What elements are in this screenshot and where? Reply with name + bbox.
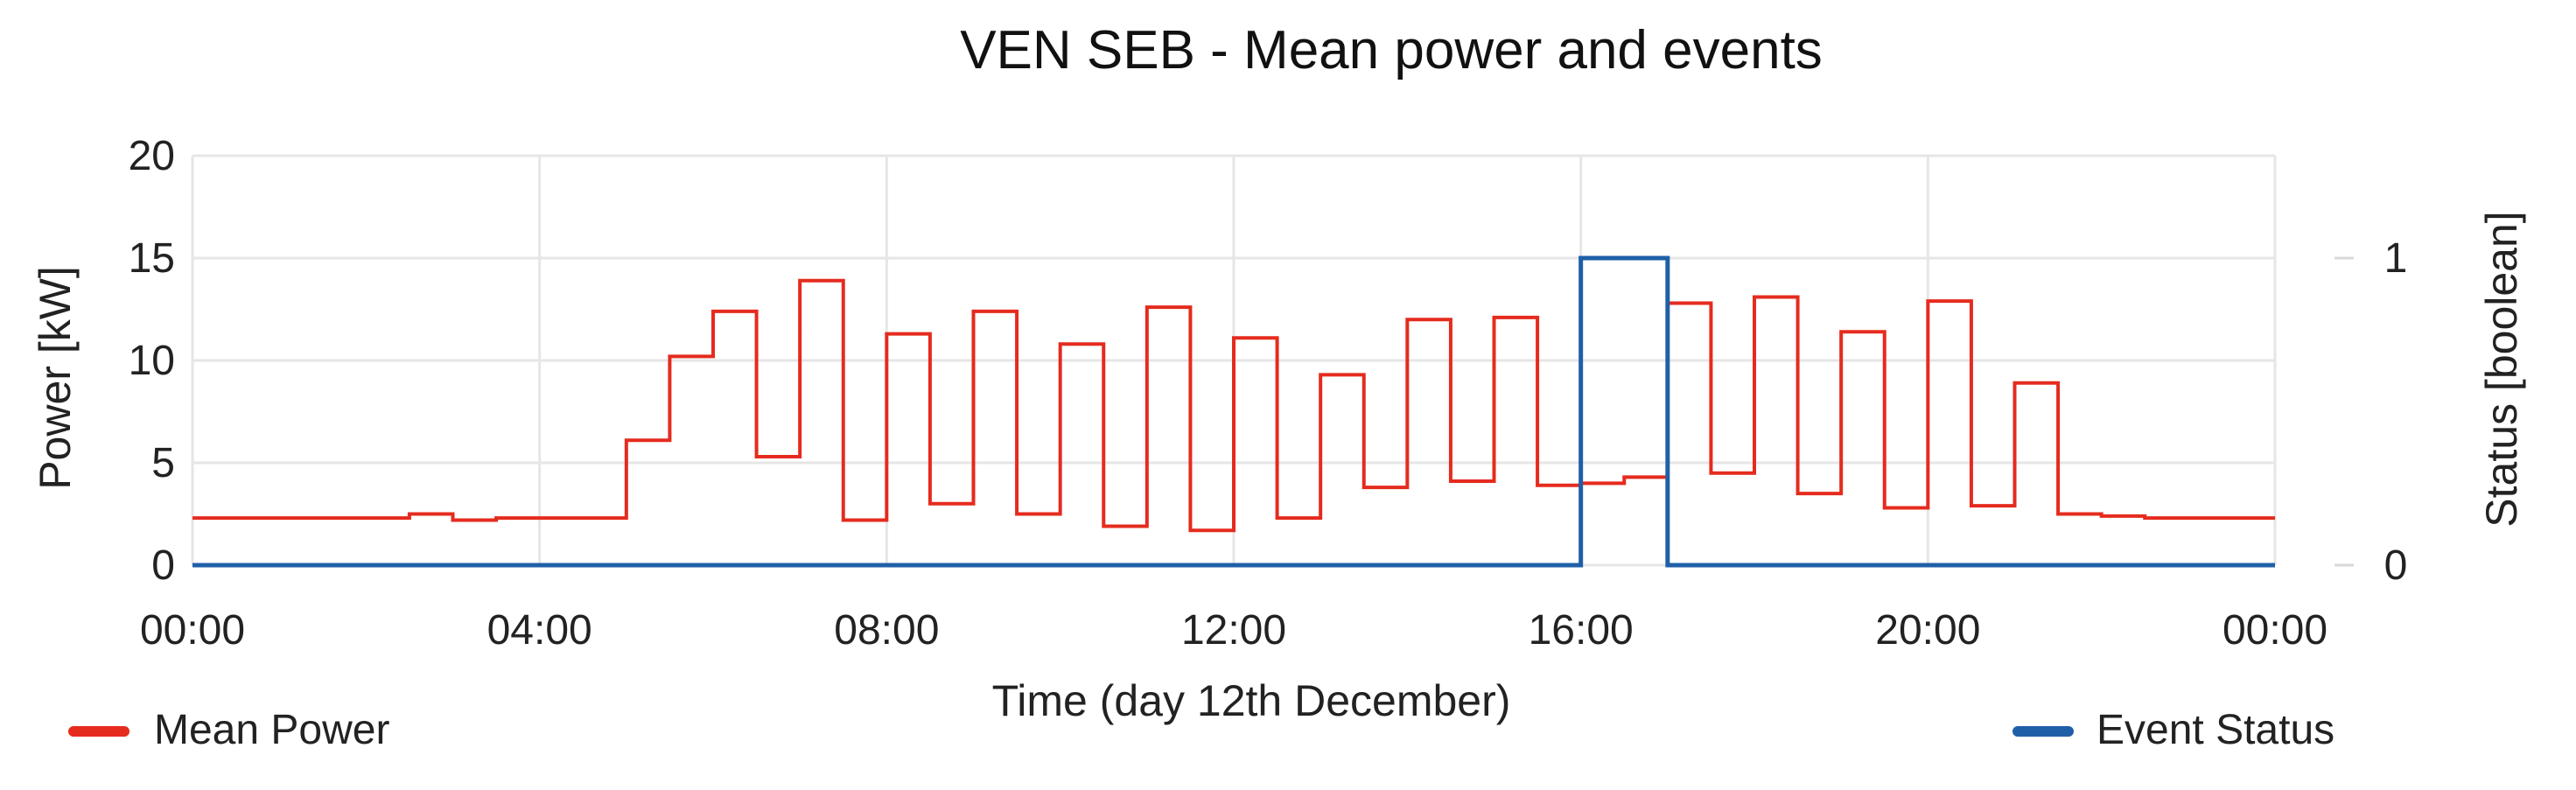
y-axis-label-left: Power [kW]	[31, 266, 80, 490]
y-tick-label: 20	[129, 133, 175, 179]
x-axis-label: Time (day 12th December)	[992, 676, 1511, 725]
right-tick-label: 0	[2384, 542, 2408, 589]
y-tick-label: 15	[129, 235, 175, 282]
x-tick-label: 04:00	[487, 607, 592, 654]
x-tick-label: 20:00	[1875, 607, 1980, 654]
y-tick-label: 10	[129, 338, 175, 384]
x-tick-label: 16:00	[1529, 607, 1634, 654]
x-tick-label: 00:00	[2222, 607, 2328, 654]
y-tick-label: 0	[151, 542, 175, 589]
y-axis-label-right: Status [boolean]	[2477, 211, 2526, 527]
y-tick-label: 5	[151, 440, 175, 486]
chart-title: VEN SEB - Mean power and events	[960, 20, 1823, 80]
x-tick-label: 12:00	[1181, 607, 1286, 654]
right-tick-label: 1	[2384, 235, 2408, 282]
legend-label-mean-power: Mean Power	[154, 707, 389, 753]
x-tick-label: 08:00	[834, 607, 939, 654]
legend-label-event-status: Event Status	[2096, 707, 2334, 753]
series-mean-power	[192, 278, 2275, 533]
x-tick-label: 00:00	[140, 607, 245, 654]
series-event-status	[192, 255, 2275, 568]
